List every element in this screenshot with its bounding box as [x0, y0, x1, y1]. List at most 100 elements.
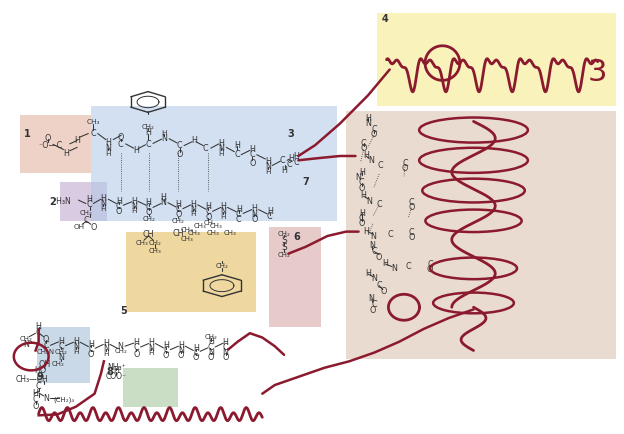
- FancyBboxPatch shape: [378, 14, 617, 107]
- Text: O: O: [249, 158, 256, 167]
- Text: 7: 7: [303, 177, 309, 187]
- Text: O: O: [45, 134, 51, 143]
- Text: O: O: [381, 287, 388, 296]
- FancyBboxPatch shape: [122, 368, 178, 407]
- Text: CH₃: CH₃: [149, 248, 162, 253]
- Text: COO⁻: COO⁻: [106, 372, 127, 381]
- Text: H: H: [193, 343, 199, 352]
- Text: C: C: [359, 214, 364, 222]
- Text: HO: HO: [34, 365, 46, 374]
- Text: H: H: [148, 338, 154, 346]
- Text: CH₂: CH₂: [278, 251, 291, 257]
- Text: N: N: [369, 293, 374, 302]
- Text: N: N: [371, 274, 377, 283]
- Text: H: H: [87, 194, 92, 204]
- Text: O: O: [208, 352, 214, 361]
- Text: N: N: [103, 344, 109, 352]
- Text: C: C: [280, 155, 286, 164]
- Text: O: O: [408, 233, 414, 242]
- Text: C: C: [84, 215, 89, 224]
- Text: H: H: [288, 154, 295, 162]
- Text: O: O: [175, 210, 182, 218]
- Text: N: N: [391, 264, 397, 273]
- Text: CH₃: CH₃: [206, 229, 219, 235]
- Text: H: H: [163, 340, 169, 349]
- Text: N: N: [368, 156, 374, 165]
- Text: H: H: [265, 169, 271, 175]
- Text: CH₃: CH₃: [180, 236, 193, 242]
- Text: O: O: [361, 144, 367, 152]
- Text: C: C: [43, 340, 49, 349]
- Text: H: H: [363, 226, 369, 235]
- Text: CH₃: CH₃: [210, 223, 223, 229]
- Text: H: H: [116, 196, 122, 205]
- Text: C: C: [203, 144, 208, 152]
- Text: C: C: [406, 261, 411, 270]
- Text: N: N: [73, 342, 79, 350]
- Text: O: O: [205, 212, 212, 221]
- Text: 2: 2: [49, 197, 56, 207]
- Text: CH₂: CH₂: [142, 216, 155, 222]
- Text: C: C: [294, 157, 300, 166]
- Text: O: O: [90, 222, 97, 231]
- Text: N: N: [208, 347, 213, 356]
- Text: C: C: [88, 344, 94, 353]
- Text: CH₃: CH₃: [194, 223, 207, 229]
- Text: C: C: [163, 345, 169, 354]
- Text: H: H: [190, 199, 197, 208]
- Text: C: C: [234, 150, 240, 158]
- Text: N: N: [131, 201, 137, 210]
- Text: H: H: [131, 208, 137, 214]
- Text: C: C: [177, 141, 182, 150]
- FancyBboxPatch shape: [125, 232, 256, 312]
- FancyBboxPatch shape: [61, 183, 107, 221]
- Text: C: C: [388, 230, 393, 239]
- Text: CH₂: CH₂: [278, 230, 291, 237]
- Text: H: H: [64, 149, 69, 158]
- Text: C: C: [236, 214, 241, 223]
- Text: H: H: [103, 350, 109, 356]
- Text: H: H: [383, 259, 388, 268]
- Text: C: C: [376, 200, 382, 209]
- Text: H: H: [208, 337, 213, 346]
- Text: H: H: [145, 128, 151, 137]
- Text: H: H: [32, 388, 39, 398]
- Text: C: C: [250, 150, 255, 158]
- Text: O: O: [376, 252, 383, 261]
- Text: H: H: [134, 146, 139, 155]
- Text: H: H: [162, 130, 167, 136]
- Text: N: N: [161, 134, 167, 143]
- Text: 5: 5: [120, 306, 127, 316]
- Text: N: N: [43, 393, 49, 402]
- Text: N: N: [190, 204, 197, 213]
- Text: H: H: [220, 214, 226, 220]
- Text: H: H: [359, 208, 364, 217]
- Text: O: O: [178, 351, 184, 359]
- Text: C: C: [427, 259, 433, 268]
- Text: CH₂N: CH₂N: [37, 349, 55, 355]
- FancyBboxPatch shape: [37, 327, 90, 383]
- Text: H: H: [223, 337, 228, 346]
- Text: O: O: [115, 207, 122, 215]
- Text: C: C: [287, 160, 293, 169]
- Text: 6: 6: [293, 231, 300, 241]
- Text: 3: 3: [588, 58, 608, 87]
- Text: N: N: [220, 207, 226, 216]
- Text: C: C: [134, 342, 139, 351]
- Text: C: C: [90, 128, 96, 138]
- Text: C: C: [36, 381, 41, 391]
- Text: H: H: [234, 141, 240, 150]
- Text: C: C: [371, 299, 377, 309]
- Text: N: N: [223, 348, 228, 356]
- Text: (CH₂)₄: (CH₂)₄: [53, 395, 74, 402]
- Text: N: N: [356, 172, 361, 181]
- Text: 8: 8: [107, 366, 114, 376]
- Text: CH₂: CH₂: [215, 263, 228, 269]
- Text: H: H: [361, 191, 366, 200]
- Text: O: O: [371, 130, 378, 139]
- Text: H: H: [190, 211, 196, 217]
- Text: H: H: [365, 113, 371, 122]
- Text: C: C: [371, 246, 377, 255]
- Text: H: H: [36, 321, 42, 330]
- Text: N: N: [366, 196, 372, 205]
